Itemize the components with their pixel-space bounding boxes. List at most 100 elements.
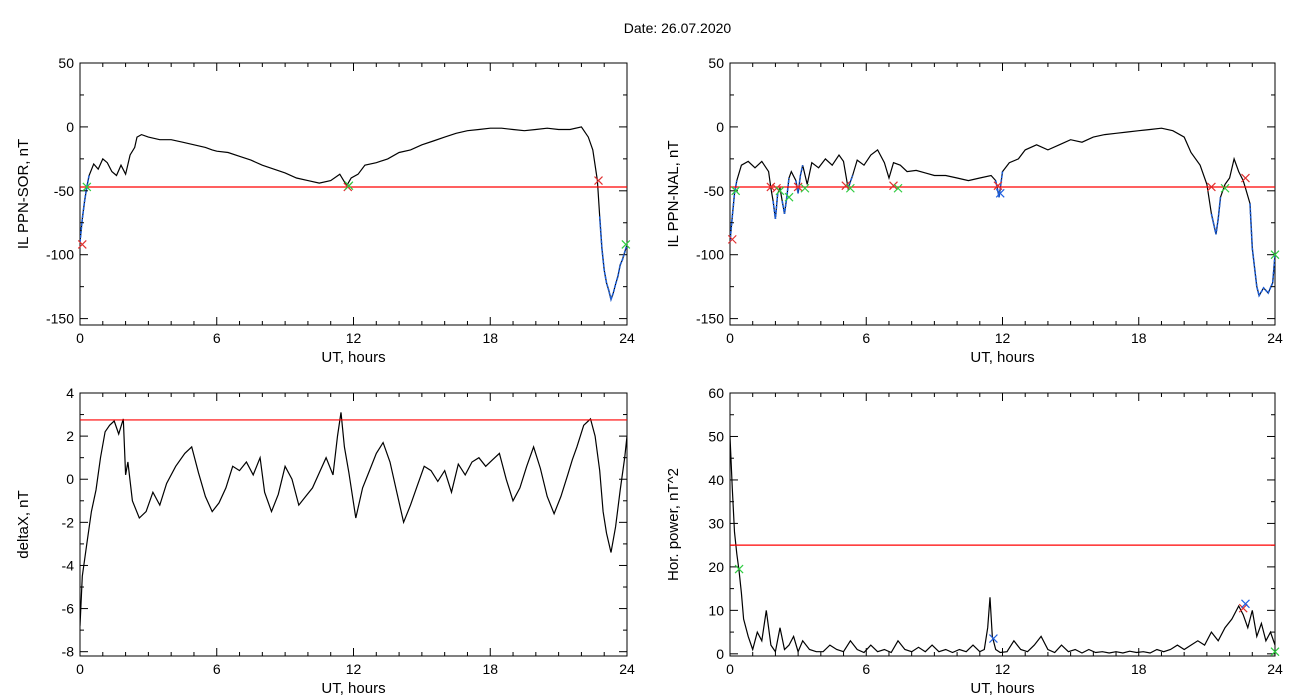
x-tick-label: 6: [862, 330, 870, 346]
marker-blue: [988, 634, 998, 644]
y-tick-label: 20: [708, 559, 724, 575]
marker-red: [1206, 182, 1216, 192]
highlight-segment: [730, 180, 738, 242]
x-tick-label: 6: [862, 661, 870, 677]
marker-red: [841, 181, 851, 191]
highlight-segment: [781, 177, 790, 214]
plot-area: [730, 127, 1275, 298]
plot-frame: [79, 392, 628, 657]
y-tick-label: -50: [704, 183, 724, 199]
y-tick-label: 0: [716, 119, 724, 135]
y-tick-label: 0: [66, 119, 74, 135]
marker-red: [594, 176, 603, 186]
marker-red: [889, 181, 898, 191]
plot-frame: [729, 62, 1276, 326]
x-tick-label: 0: [726, 330, 734, 346]
x-axis-label: UT, hours: [321, 680, 385, 697]
x-tick-label: 24: [619, 661, 635, 677]
marker-green: [731, 186, 741, 196]
y-tick-label: 30: [708, 515, 724, 531]
y-axis-label: IL PPN-NAL, nT: [665, 141, 682, 248]
x-tick-label: 6: [213, 661, 221, 677]
x-tick-label: 18: [482, 661, 498, 677]
marker-green: [893, 183, 903, 193]
y-tick-label: 0: [66, 471, 74, 487]
y-tick-label: 50: [708, 55, 724, 71]
series-line: [80, 412, 627, 626]
marker-red: [727, 234, 737, 244]
y-tick-label: -100: [46, 247, 74, 263]
y-tick-label: -2: [62, 514, 75, 530]
y-tick-label: 50: [58, 55, 74, 71]
marker-green: [800, 183, 810, 193]
x-tick-label: 24: [1267, 661, 1283, 677]
x-tick-label: 6: [213, 330, 221, 346]
y-tick-label: -150: [46, 311, 74, 327]
x-tick-label: 12: [995, 661, 1011, 677]
plot-frame: [729, 392, 1276, 657]
plot-area: [80, 126, 627, 303]
y-axis-label: Hor. power, nT^2: [665, 468, 682, 581]
highlight-segment: [80, 175, 90, 242]
y-tick-label: 4: [66, 385, 74, 401]
x-tick-label: 0: [76, 661, 84, 677]
marker-green: [775, 186, 785, 196]
panel-deltax: 0 6 12 18 24 4 2 0 -2 -4 -6 -8 UT, hours deltaX, nT: [15, 385, 635, 697]
marker-blue: [995, 188, 1005, 198]
y-tick-label: -100: [696, 247, 724, 263]
x-tick-label: 18: [1131, 661, 1147, 677]
marker-green: [1270, 250, 1280, 260]
marker-red: [77, 240, 87, 249]
marker-red: [793, 182, 803, 192]
y-tick-label: -8: [62, 644, 75, 660]
x-tick-label: 12: [346, 330, 362, 346]
series-line: [80, 126, 627, 302]
plot-area: [730, 436, 1275, 654]
x-axis-label: UT, hours: [321, 349, 385, 366]
y-tick-label: -150: [696, 311, 724, 327]
x-tick-label: 12: [995, 330, 1011, 346]
panel-power: 0 6 12 18 24 60 50 40 30 20 10 0 UT, hours Hor. power…: [665, 385, 1283, 697]
y-tick-label: 40: [708, 472, 724, 488]
y-tick-label: -6: [62, 601, 75, 617]
marker-green: [734, 564, 744, 574]
y-tick-label: 0: [716, 646, 724, 662]
highlight-segment: [1249, 203, 1275, 298]
plot-area: [80, 412, 627, 626]
series-line: [730, 127, 1275, 298]
x-axis-label: UT, hours: [970, 680, 1034, 697]
y-tick-label: 10: [708, 602, 724, 618]
highlight-segment: [598, 216, 627, 303]
highlight-segment: [795, 165, 804, 194]
marker-red: [766, 182, 776, 192]
x-tick-label: 0: [76, 330, 84, 346]
marker-red: [1241, 173, 1250, 183]
x-tick-label: 0: [726, 661, 734, 677]
x-axis-label: UT, hours: [970, 349, 1034, 366]
marker-blue: [1241, 599, 1250, 609]
y-axis-label: deltaX, nT: [15, 490, 32, 558]
marker-green: [1220, 183, 1230, 193]
marker-green: [1270, 647, 1280, 657]
highlight-segment: [1210, 197, 1222, 235]
x-tick-label: 18: [1131, 330, 1147, 346]
panel-nal: 0 6 12 18 24 50 0 -50 -100 -150 UT, hours IL PPN-NA…: [665, 55, 1283, 366]
marker-green: [621, 240, 631, 249]
series-line: [730, 436, 1275, 654]
y-tick-label: 60: [708, 385, 724, 401]
marker-green: [845, 183, 855, 193]
y-tick-label: 2: [66, 428, 74, 444]
marker-green: [344, 181, 354, 191]
y-axis-label: IL PPN-SOR, nT: [15, 139, 32, 249]
marker-green: [784, 192, 794, 202]
x-tick-label: 24: [619, 330, 635, 346]
x-tick-label: 12: [346, 661, 362, 677]
y-tick-label: -4: [62, 557, 75, 573]
panel-sor: 0 6 12 18 24 50 0 -50 -100 -150 UT, hours IL PPN-SO…: [15, 55, 635, 366]
marker-green: [82, 182, 92, 192]
y-tick-label: 50: [708, 428, 724, 444]
figure-title: Date: 26.07.2020: [623, 20, 732, 36]
x-tick-label: 18: [482, 330, 498, 346]
